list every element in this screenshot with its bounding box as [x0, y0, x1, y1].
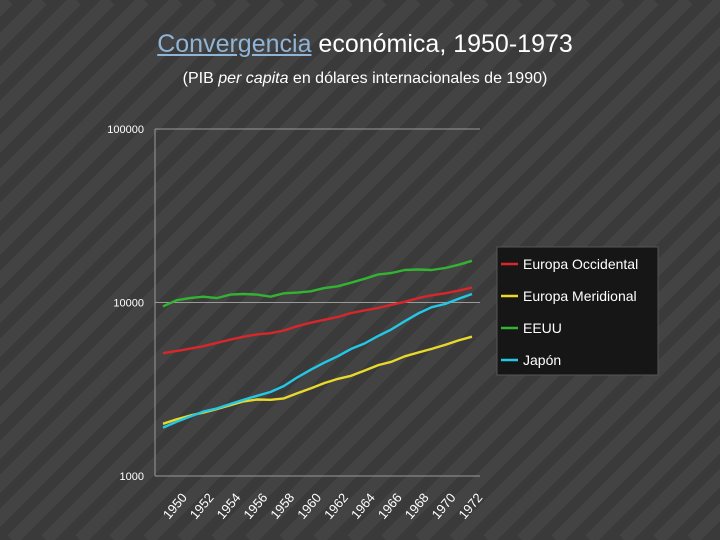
- legend-label: Japón: [523, 352, 561, 368]
- background-stripe: [41, 0, 591, 540]
- slide-title: Convergencia económica, 1950-1973: [0, 30, 720, 59]
- x-tick-label: 1958: [267, 490, 297, 522]
- background-stripe: [7, 0, 557, 540]
- background-stripe: [0, 0, 319, 324]
- background-stripe: [619, 434, 720, 540]
- slide-subtitle: (PIB per capita en dólares internacional…: [0, 70, 720, 88]
- background-stripe: [0, 0, 149, 154]
- x-tick-label: 1956: [240, 490, 270, 522]
- y-tick-label: 100000: [107, 124, 144, 136]
- x-tick-label: 1970: [429, 490, 459, 522]
- background-stripe: [0, 0, 183, 188]
- subtitle-pre: (PIB: [182, 70, 219, 87]
- subtitle-italic: per capita: [218, 70, 289, 87]
- x-tick-label: 1964: [348, 490, 378, 522]
- legend-box: [496, 246, 659, 376]
- background-stripe: [483, 298, 720, 540]
- x-tick-label: 1960: [294, 490, 324, 522]
- background-stripe: [0, 0, 382, 540]
- x-tick-label: 1950: [160, 490, 190, 522]
- background-stripe: [0, 0, 285, 290]
- background-stripe: [0, 0, 115, 120]
- background-stripe: [177, 0, 720, 540]
- x-tick-label: 1968: [402, 490, 432, 522]
- subtitle-post: en dólares internacionales de 1990): [288, 70, 548, 87]
- background-stripe: [75, 0, 625, 540]
- background-stripe: [551, 366, 720, 540]
- background-stripe: [211, 26, 720, 540]
- legend-label: EEUU: [523, 320, 562, 336]
- background-stripe: [0, 0, 518, 540]
- y-tick-label: 10000: [113, 298, 144, 310]
- background-stripe: [0, 0, 251, 256]
- x-tick-label: 1952: [187, 490, 217, 522]
- x-tick-label: 1954: [214, 490, 244, 522]
- background-stripe: [0, 0, 450, 540]
- series-line: [162, 286, 473, 355]
- background-stripe: [0, 0, 353, 358]
- title-text: económica, 1950-1973: [311, 30, 573, 58]
- y-tick-label: 1000: [120, 471, 144, 483]
- legend-label: Europa Meridional: [523, 288, 637, 304]
- background-stripe: [585, 400, 720, 540]
- background-stripe: [0, 0, 217, 222]
- background-stripe: [109, 0, 659, 540]
- legend-label: Europa Occidental: [523, 256, 638, 272]
- series-line: [162, 292, 473, 429]
- x-tick-label: 1972: [455, 490, 485, 522]
- x-tick-label: 1962: [321, 490, 351, 522]
- background-stripe: [0, 0, 416, 540]
- background-stripe: [517, 332, 720, 540]
- background-stripe: [415, 230, 720, 540]
- background-stripe: [449, 264, 720, 540]
- background-stripe: [0, 0, 484, 540]
- series-line: [162, 259, 473, 308]
- title-link[interactable]: Convergencia: [157, 30, 312, 58]
- x-tick-label: 1966: [375, 490, 405, 522]
